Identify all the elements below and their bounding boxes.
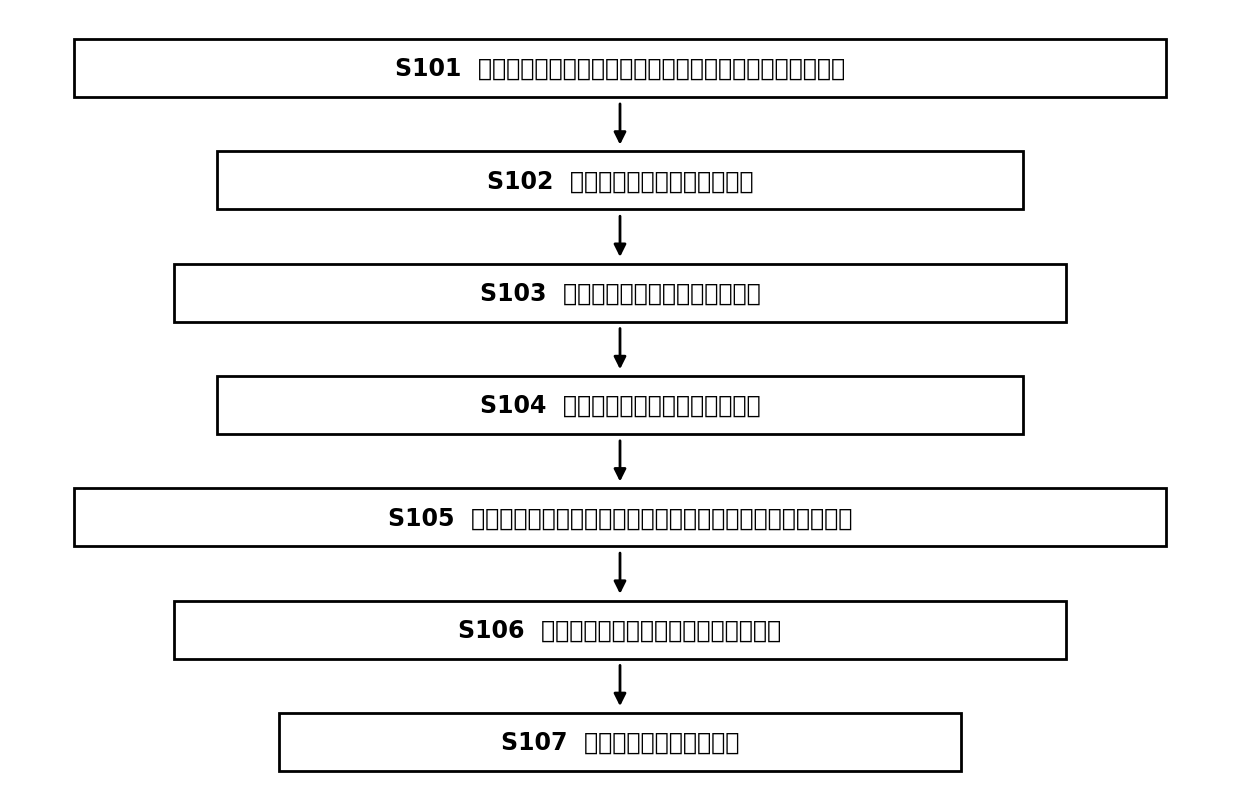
FancyBboxPatch shape bbox=[217, 377, 1023, 434]
FancyBboxPatch shape bbox=[174, 601, 1066, 658]
FancyBboxPatch shape bbox=[74, 489, 1166, 547]
Text: S107  形成第一电极和第二电极: S107 形成第一电极和第二电极 bbox=[501, 730, 739, 754]
FancyBboxPatch shape bbox=[279, 713, 961, 771]
Text: S104  形成第一导电类型的第一掺杂区: S104 形成第一导电类型的第一掺杂区 bbox=[480, 393, 760, 418]
FancyBboxPatch shape bbox=[174, 264, 1066, 322]
Text: S103  形成第二导电类型的第二外延层: S103 形成第二导电类型的第二外延层 bbox=[480, 281, 760, 305]
Text: S106  在所述第二外延层的上表面形成介质层: S106 在所述第二外延层的上表面形成介质层 bbox=[459, 618, 781, 642]
Text: S102  形成第二导电类型的第一埋层: S102 形成第二导电类型的第一埋层 bbox=[487, 169, 753, 194]
Text: S101  提供第一导电类型的衬底；形成第一导电类型的第一外延层: S101 提供第一导电类型的衬底；形成第一导电类型的第一外延层 bbox=[394, 57, 846, 81]
FancyBboxPatch shape bbox=[217, 153, 1023, 210]
FancyBboxPatch shape bbox=[74, 40, 1166, 98]
Text: S105  形成第二导电类型的第二掺杂区和第二导电类型的第三掺杂区: S105 形成第二导电类型的第二掺杂区和第二导电类型的第三掺杂区 bbox=[388, 506, 852, 530]
